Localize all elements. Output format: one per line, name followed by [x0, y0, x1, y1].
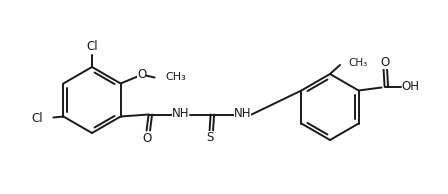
Text: CH₃: CH₃ — [348, 58, 367, 68]
Text: Cl: Cl — [32, 112, 43, 125]
Text: OH: OH — [401, 80, 420, 93]
Text: O: O — [142, 132, 151, 145]
Text: O: O — [137, 68, 146, 81]
Text: NH: NH — [172, 107, 190, 120]
Text: Cl: Cl — [86, 41, 98, 54]
Text: CH₃: CH₃ — [166, 73, 186, 82]
Text: S: S — [206, 131, 213, 144]
Text: O: O — [380, 56, 389, 69]
Text: NH: NH — [234, 107, 251, 120]
